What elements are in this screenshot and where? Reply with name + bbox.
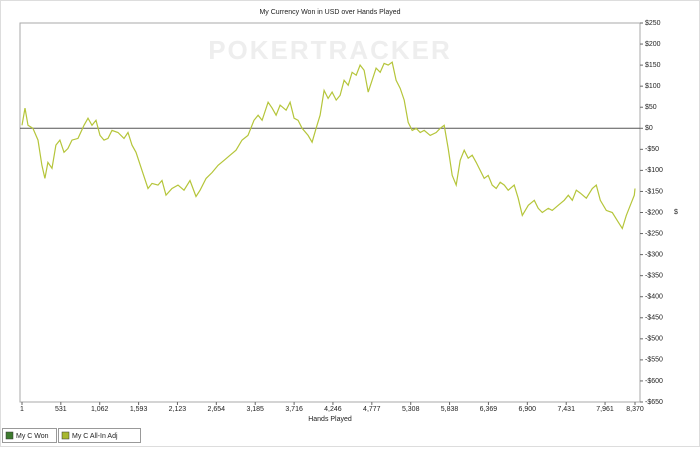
y-tick-label: -$400 bbox=[645, 294, 663, 301]
y-tick-label: $0 bbox=[645, 125, 653, 132]
x-axis-label: Hands Played bbox=[308, 416, 352, 423]
watermark: POKERTRACKER bbox=[208, 35, 452, 65]
x-tick-label: 3,185 bbox=[246, 406, 264, 413]
y-tick-label: -$500 bbox=[645, 336, 663, 343]
legend-box bbox=[58, 428, 141, 443]
data-line bbox=[21, 61, 636, 230]
y-tick-label: -$250 bbox=[645, 230, 663, 237]
y-tick-label: -$150 bbox=[645, 188, 663, 195]
x-tick-label: 6,900 bbox=[519, 406, 537, 413]
legend-label: My C Won bbox=[16, 433, 49, 440]
x-tick-label: 1,593 bbox=[130, 406, 148, 413]
y-tick-label: -$450 bbox=[645, 315, 663, 322]
y-tick-label: $200 bbox=[645, 41, 661, 48]
x-tick-label: 2,654 bbox=[208, 406, 226, 413]
legend-box bbox=[2, 428, 57, 443]
y-tick-label: -$350 bbox=[645, 273, 663, 280]
x-tick-label: 6,369 bbox=[480, 406, 498, 413]
x-tick-label: 1 bbox=[20, 406, 24, 413]
y-tick-label: -$600 bbox=[645, 378, 663, 385]
y-tick-label: $250 bbox=[645, 20, 661, 27]
legend-label: My C All-In Adj bbox=[72, 433, 118, 440]
y-tick-label: -$50 bbox=[645, 146, 659, 153]
x-tick-label: 4,246 bbox=[324, 406, 342, 413]
legend-swatch bbox=[61, 431, 70, 440]
x-tick-label: 531 bbox=[55, 406, 67, 413]
y-tick-label: -$200 bbox=[645, 209, 663, 216]
x-tick-label: 4,777 bbox=[363, 406, 381, 413]
x-tick-label: 1,062 bbox=[91, 406, 109, 413]
y-tick-label: -$100 bbox=[645, 167, 663, 174]
x-tick-label: 2,123 bbox=[169, 406, 187, 413]
y-tick-label: -$300 bbox=[645, 251, 663, 258]
y-axis-label: $ bbox=[674, 209, 678, 216]
x-tick-label: 7,431 bbox=[557, 406, 575, 413]
x-tick-label: 5,838 bbox=[441, 406, 459, 413]
y-tick-label: -$650 bbox=[645, 399, 663, 406]
x-tick-label: 7,961 bbox=[596, 406, 614, 413]
y-tick-label: -$550 bbox=[645, 357, 663, 364]
y-tick-label: $150 bbox=[645, 62, 661, 69]
x-tick-label: 3,716 bbox=[285, 406, 303, 413]
chart-title: My Currency Won in USD over Hands Played bbox=[259, 9, 400, 16]
x-tick-label: 5,308 bbox=[402, 406, 420, 413]
x-tick-label: 8,370 bbox=[626, 406, 644, 413]
y-tick-label: $100 bbox=[645, 83, 661, 90]
legend-swatch bbox=[5, 431, 14, 440]
y-tick-label: $50 bbox=[645, 104, 657, 111]
